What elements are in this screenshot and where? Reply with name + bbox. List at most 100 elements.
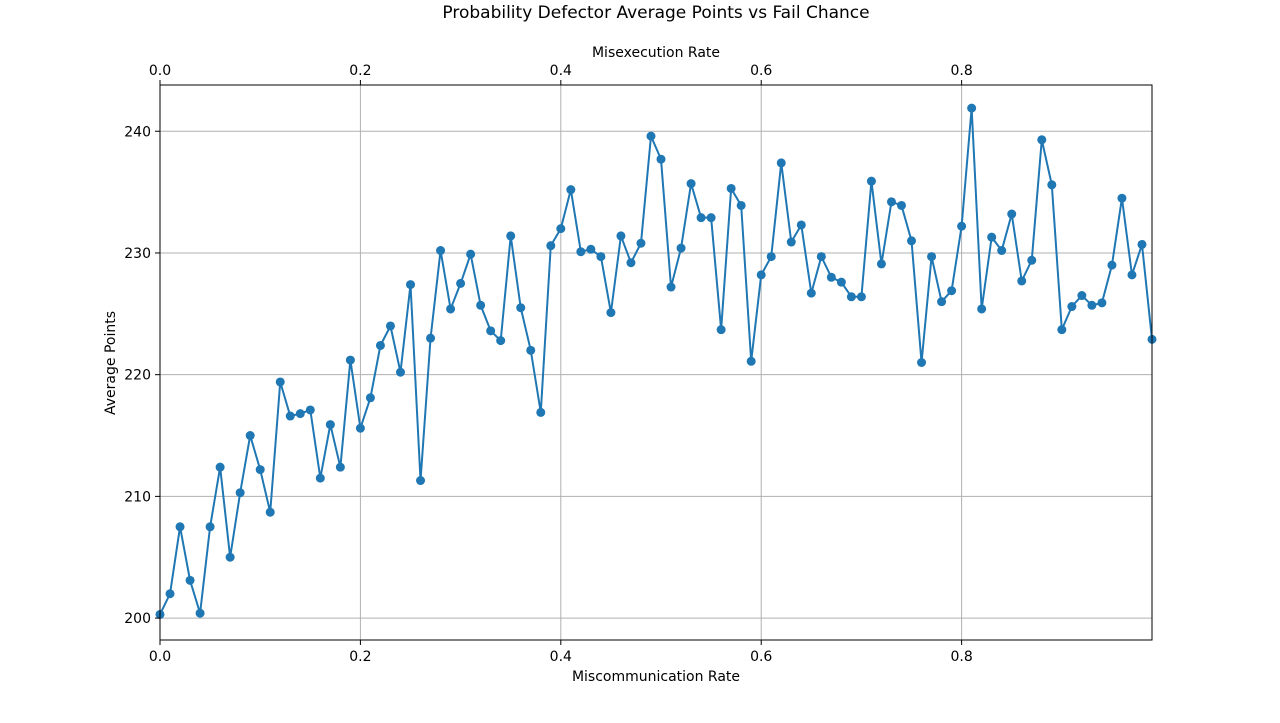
- y-tick-label: 230: [124, 246, 151, 262]
- data-point: [856, 292, 866, 302]
- data-point: [816, 252, 826, 262]
- x-top-tick-label: 0.2: [349, 63, 371, 79]
- data-point: [205, 522, 215, 532]
- y-tick-label: 240: [124, 124, 151, 140]
- data-point: [846, 292, 856, 302]
- data-point: [456, 278, 466, 288]
- y-tick-label: 200: [124, 611, 151, 627]
- data-point: [896, 200, 906, 210]
- data-point: [947, 286, 957, 296]
- data-point: [315, 473, 325, 483]
- data-point: [596, 252, 606, 262]
- data-point: [385, 321, 395, 331]
- data-point: [255, 465, 265, 475]
- x-top-tick-label: 0.0: [149, 63, 171, 79]
- x-axis-label: Miscommunication Rate: [572, 669, 740, 685]
- data-point: [977, 304, 987, 314]
- data-point: [826, 272, 836, 282]
- data-point: [285, 411, 295, 421]
- data-point: [586, 244, 596, 254]
- data-point: [395, 367, 405, 377]
- data-point: [886, 197, 896, 207]
- data-point: [506, 231, 516, 241]
- data-point: [766, 252, 776, 262]
- data-point: [466, 249, 476, 259]
- data-point: [786, 237, 796, 247]
- data-point: [265, 507, 275, 517]
- data-point: [486, 326, 496, 336]
- data-point: [876, 259, 886, 269]
- data-point: [756, 270, 766, 280]
- data-point: [1017, 276, 1027, 286]
- data-point: [1077, 291, 1087, 301]
- data-point: [1057, 325, 1067, 335]
- data-point: [957, 221, 967, 231]
- data-point: [706, 213, 716, 223]
- data-point: [345, 355, 355, 365]
- data-point: [275, 377, 285, 387]
- data-point: [686, 179, 696, 189]
- data-point: [416, 476, 426, 486]
- data-point: [1007, 209, 1017, 219]
- data-point: [195, 608, 205, 618]
- y-tick-label: 220: [124, 368, 151, 384]
- data-point: [305, 405, 315, 415]
- data-point: [866, 176, 876, 186]
- data-point: [526, 345, 536, 355]
- x-top-tick-label: 0.8: [950, 63, 972, 79]
- data-point: [917, 358, 927, 367]
- data-point: [295, 409, 305, 419]
- data-point: [606, 308, 616, 318]
- plot-frame: [159, 84, 1153, 641]
- data-point: [1107, 260, 1117, 270]
- series-average-points: [155, 103, 1157, 619]
- data-point: [446, 304, 456, 314]
- data-point: [997, 246, 1007, 256]
- data-point: [235, 488, 245, 498]
- data-point: [1117, 193, 1127, 203]
- x-top-tick-label: 0.4: [550, 63, 572, 79]
- data-point: [566, 185, 576, 195]
- data-point: [716, 325, 726, 335]
- data-point: [666, 282, 676, 292]
- data-point: [546, 241, 556, 251]
- data-point: [1127, 270, 1137, 280]
- data-point: [355, 423, 365, 433]
- x-tick-label: 0.8: [950, 649, 972, 665]
- data-point: [185, 575, 195, 585]
- data-point: [1087, 300, 1097, 310]
- data-point: [636, 238, 646, 248]
- data-point: [676, 243, 686, 253]
- data-point: [576, 247, 586, 257]
- data-point: [215, 462, 225, 472]
- data-point: [616, 231, 626, 241]
- data-point: [907, 236, 917, 246]
- data-point: [556, 224, 566, 234]
- data-point: [436, 246, 446, 256]
- data-point: [987, 232, 997, 242]
- x-tick-label: 0.6: [750, 649, 772, 665]
- data-point: [1047, 180, 1057, 190]
- data-point: [1097, 298, 1107, 308]
- data-point: [365, 393, 375, 403]
- data-point: [225, 552, 235, 562]
- data-point: [175, 522, 185, 532]
- data-point: [375, 340, 385, 350]
- y-axis-label: Average Points: [103, 311, 119, 415]
- data-point: [325, 420, 335, 430]
- data-point: [796, 220, 806, 230]
- y-tick-label: 210: [124, 489, 151, 505]
- x-top-tick-label: 0.6: [750, 63, 772, 79]
- data-point: [1027, 255, 1037, 265]
- data-point: [335, 462, 345, 472]
- data-point: [736, 200, 746, 210]
- data-point: [776, 158, 786, 168]
- data-point: [516, 303, 526, 313]
- data-point: [836, 277, 846, 287]
- data-point: [937, 297, 947, 307]
- data-point: [696, 213, 706, 223]
- data-point: [967, 103, 977, 113]
- data-point: [656, 154, 666, 164]
